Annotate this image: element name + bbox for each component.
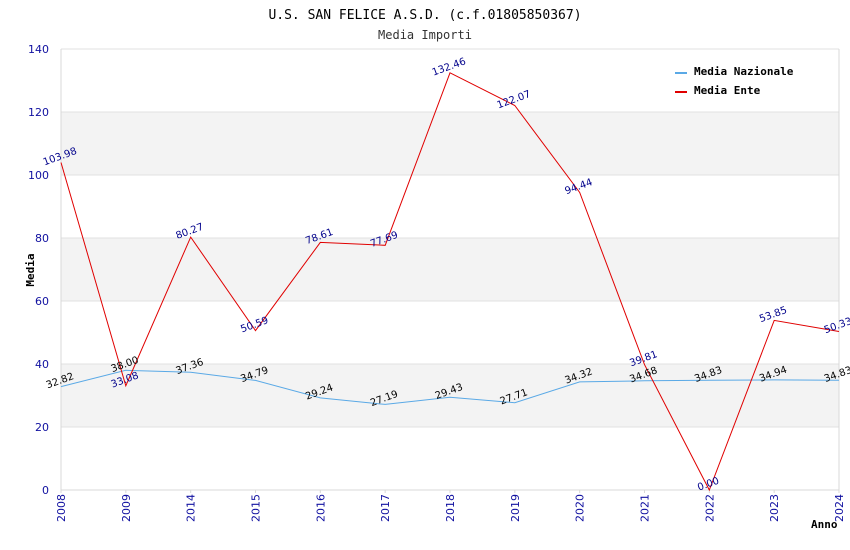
y-tick-label: 20	[35, 421, 49, 434]
y-tick-label: 0	[42, 484, 49, 497]
series-lines	[60, 72, 840, 492]
data-label-ente: 0.00	[696, 476, 721, 494]
data-label-ente: 94.44	[563, 177, 594, 197]
x-tick-label: 2018	[444, 494, 457, 522]
data-label-ente: 50.59	[239, 315, 270, 335]
y-tick-label: 120	[28, 106, 49, 119]
legend-label-nazionale: Media Nazionale	[694, 65, 794, 78]
x-tick-label: 2022	[703, 494, 716, 522]
x-tick-label: 2024	[833, 494, 846, 522]
data-label-ente: 50.33	[823, 316, 850, 336]
legend-label-ente: Media Ente	[694, 84, 761, 97]
series-line-nazionale	[60, 369, 840, 405]
series-line-ente	[60, 72, 840, 492]
x-axis-label: Anno	[811, 518, 838, 531]
x-tick-label: 2019	[509, 494, 522, 522]
chart-title: U.S. SAN FELICE A.S.D. (c.f.01805850367)	[268, 8, 581, 23]
x-tick-label: 2020	[574, 494, 587, 522]
y-axis-label: Media	[24, 253, 37, 286]
x-tick-label: 2017	[379, 494, 392, 522]
grid-band	[61, 112, 839, 175]
chart-subtitle: Media Importi	[378, 28, 472, 42]
y-axis: 0 20 40 60 80 100 120 140	[28, 43, 49, 497]
grid-bands	[60, 48, 840, 491]
y-tick-label: 60	[35, 295, 49, 308]
x-tick-label: 2023	[768, 494, 781, 522]
y-tick-label: 40	[35, 358, 49, 371]
x-tick-label: 2009	[120, 494, 133, 522]
x-tick-label: 2008	[55, 494, 68, 522]
x-tick-label: 2021	[639, 494, 652, 522]
x-axis: 2008 2009 2014 2015 2016 2017 2018 2019 2020 2021…	[55, 490, 846, 522]
grid-band	[61, 238, 839, 301]
y-tick-label: 80	[35, 232, 49, 245]
x-tick-label: 2015	[250, 494, 263, 522]
y-tick-label: 100	[28, 169, 49, 182]
y-tick-label: 140	[28, 43, 49, 56]
grid-band	[61, 364, 839, 427]
x-tick-label: 2014	[185, 494, 198, 522]
data-label-ente: 122.07	[496, 89, 533, 111]
x-tick-label: 2016	[314, 494, 327, 522]
legend: Media Nazionale Media Ente	[675, 65, 794, 97]
